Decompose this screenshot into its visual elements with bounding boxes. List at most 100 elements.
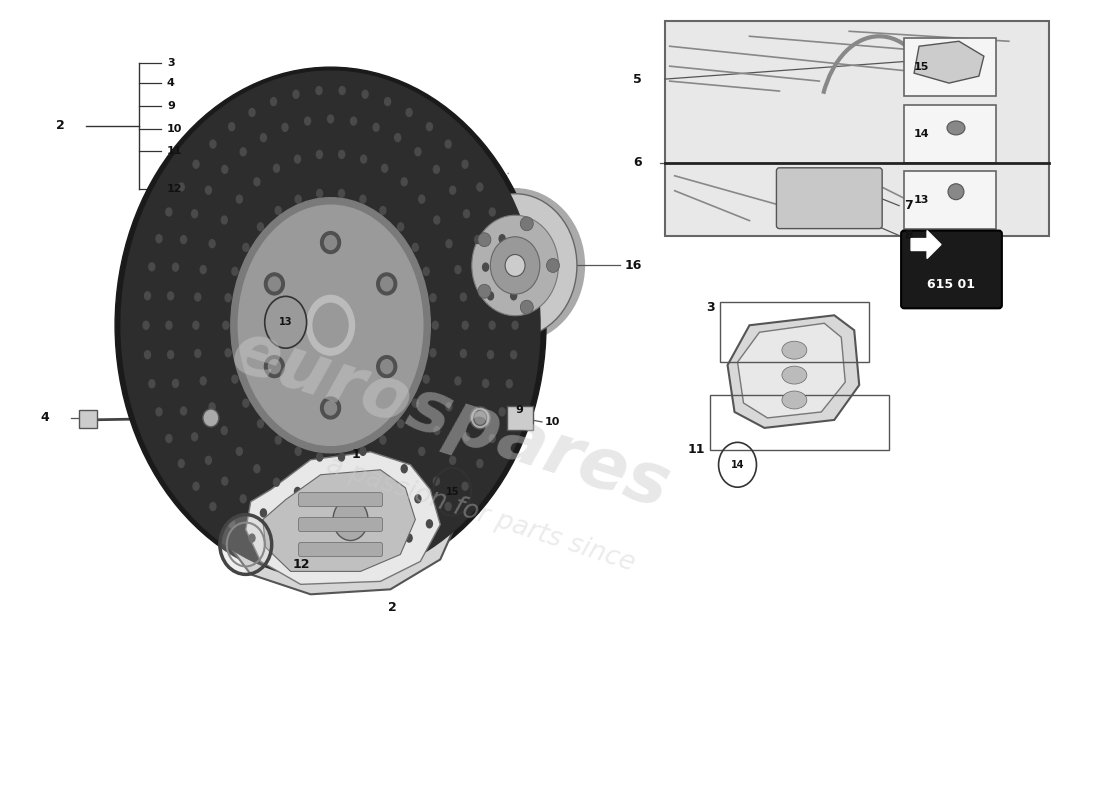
Ellipse shape <box>362 358 367 366</box>
Ellipse shape <box>362 552 369 560</box>
Ellipse shape <box>263 369 268 377</box>
Ellipse shape <box>192 322 199 330</box>
Ellipse shape <box>399 297 406 305</box>
Text: 14: 14 <box>914 129 929 139</box>
Ellipse shape <box>249 534 255 542</box>
Ellipse shape <box>339 150 344 158</box>
Ellipse shape <box>206 456 211 464</box>
Ellipse shape <box>370 341 376 349</box>
Ellipse shape <box>316 556 322 564</box>
Ellipse shape <box>328 115 333 123</box>
Ellipse shape <box>295 487 300 495</box>
Ellipse shape <box>346 230 353 238</box>
Ellipse shape <box>379 206 386 214</box>
Ellipse shape <box>178 183 185 191</box>
Ellipse shape <box>362 90 369 98</box>
Text: 2: 2 <box>388 601 397 614</box>
Ellipse shape <box>293 90 299 98</box>
Ellipse shape <box>395 134 400 142</box>
Ellipse shape <box>240 148 246 156</box>
Ellipse shape <box>275 254 280 262</box>
Ellipse shape <box>427 122 432 130</box>
Text: 1: 1 <box>351 448 360 462</box>
Ellipse shape <box>463 210 470 218</box>
Ellipse shape <box>166 208 172 216</box>
Ellipse shape <box>446 403 452 411</box>
Ellipse shape <box>395 509 400 517</box>
Ellipse shape <box>547 258 560 273</box>
Ellipse shape <box>220 514 272 574</box>
Ellipse shape <box>339 190 344 198</box>
Ellipse shape <box>948 184 964 200</box>
Ellipse shape <box>210 140 216 148</box>
FancyBboxPatch shape <box>901 230 1002 308</box>
Ellipse shape <box>477 459 483 467</box>
Ellipse shape <box>470 407 491 429</box>
Ellipse shape <box>415 148 421 156</box>
Ellipse shape <box>320 397 341 419</box>
Ellipse shape <box>499 234 505 242</box>
Ellipse shape <box>166 434 172 442</box>
Text: 615 01: 615 01 <box>927 278 976 291</box>
Ellipse shape <box>472 215 559 316</box>
Ellipse shape <box>462 322 469 330</box>
Ellipse shape <box>285 302 292 310</box>
Ellipse shape <box>339 492 344 500</box>
Ellipse shape <box>336 264 341 272</box>
Ellipse shape <box>192 160 199 168</box>
Ellipse shape <box>317 453 322 461</box>
Ellipse shape <box>261 134 266 142</box>
Ellipse shape <box>156 234 162 242</box>
Ellipse shape <box>782 391 806 409</box>
Ellipse shape <box>221 426 228 434</box>
Text: 8: 8 <box>904 229 913 242</box>
Ellipse shape <box>415 495 421 502</box>
Ellipse shape <box>223 322 229 330</box>
Ellipse shape <box>382 478 387 486</box>
Text: a passion for parts since: a passion for parts since <box>322 452 638 577</box>
Ellipse shape <box>222 477 228 485</box>
Ellipse shape <box>510 350 517 358</box>
Polygon shape <box>221 435 460 594</box>
Ellipse shape <box>432 322 438 330</box>
Ellipse shape <box>520 300 534 314</box>
Ellipse shape <box>294 358 299 366</box>
Ellipse shape <box>275 206 282 214</box>
Ellipse shape <box>226 349 231 357</box>
Ellipse shape <box>156 408 162 416</box>
FancyBboxPatch shape <box>777 168 882 229</box>
Ellipse shape <box>490 322 495 330</box>
FancyBboxPatch shape <box>664 22 1048 235</box>
Polygon shape <box>914 42 983 83</box>
Ellipse shape <box>510 292 517 300</box>
Ellipse shape <box>346 413 353 421</box>
Ellipse shape <box>381 360 393 374</box>
Ellipse shape <box>275 436 282 444</box>
Text: 12: 12 <box>293 558 310 571</box>
Ellipse shape <box>477 233 491 246</box>
Ellipse shape <box>351 526 356 534</box>
Ellipse shape <box>403 322 408 330</box>
Ellipse shape <box>255 297 262 305</box>
Text: eurospares: eurospares <box>222 317 678 523</box>
Ellipse shape <box>239 205 422 446</box>
Ellipse shape <box>275 388 280 396</box>
Ellipse shape <box>295 155 300 163</box>
Ellipse shape <box>376 356 397 378</box>
Ellipse shape <box>229 122 234 130</box>
Ellipse shape <box>328 226 333 234</box>
Ellipse shape <box>402 178 407 186</box>
Ellipse shape <box>487 350 494 358</box>
Ellipse shape <box>376 273 397 295</box>
Ellipse shape <box>412 243 418 251</box>
Ellipse shape <box>180 407 187 415</box>
Ellipse shape <box>210 502 216 510</box>
Ellipse shape <box>430 294 436 302</box>
FancyBboxPatch shape <box>904 105 996 163</box>
Ellipse shape <box>148 262 155 270</box>
Ellipse shape <box>450 456 455 464</box>
Ellipse shape <box>360 195 366 203</box>
Ellipse shape <box>209 240 216 248</box>
Ellipse shape <box>144 292 151 300</box>
Ellipse shape <box>491 237 540 294</box>
